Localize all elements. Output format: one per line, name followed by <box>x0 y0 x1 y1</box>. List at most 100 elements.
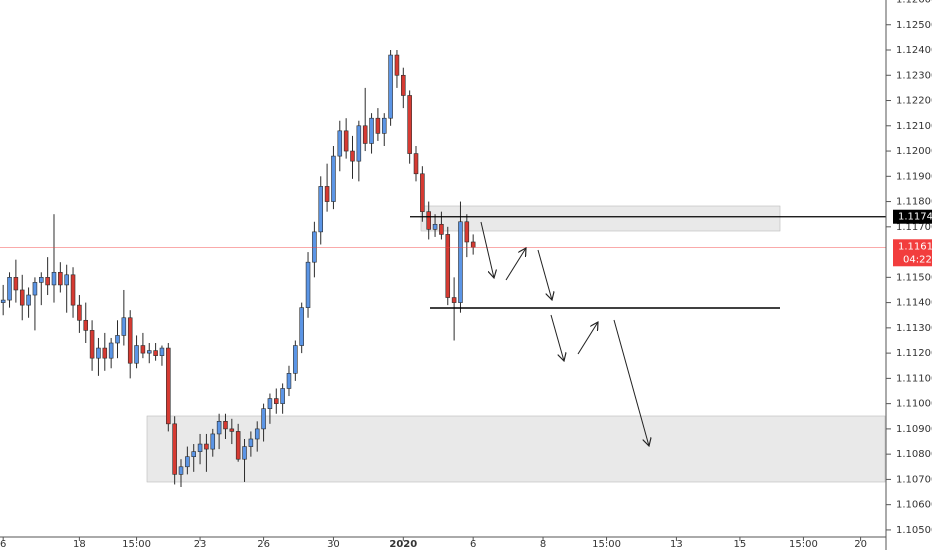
candle-body <box>356 125 362 162</box>
y-tick-label: 1.10500 <box>896 525 932 536</box>
candle-body <box>458 221 463 303</box>
x-tick-label: 26 <box>257 539 270 550</box>
candle-body <box>134 345 139 364</box>
candle-body <box>13 277 19 291</box>
candle-body <box>108 342 114 359</box>
last-price-label: 1.11619 <box>898 241 932 252</box>
x-tick-label: 30 <box>327 539 340 550</box>
candle-body <box>77 304 82 321</box>
candle-body <box>210 433 216 450</box>
x-tick-label: 13 <box>670 539 683 550</box>
candle-body <box>96 347 101 359</box>
x-tick-label: 15:00 <box>789 539 818 550</box>
candle-body <box>102 347 108 359</box>
y-tick-label: 1.10600 <box>896 500 932 511</box>
candle-body <box>451 297 457 303</box>
y-tick-label: 1.12000 <box>896 146 932 157</box>
candle-body <box>153 350 158 356</box>
x-tick-label: 2020 <box>389 539 417 550</box>
demand-zone <box>146 415 886 483</box>
y-tick-label: 1.11700 <box>896 222 932 233</box>
candle-body <box>146 350 152 354</box>
candle-body <box>127 317 133 364</box>
y-tick-label: 1.10800 <box>896 449 932 460</box>
arrow <box>480 221 494 278</box>
candle-body <box>70 274 76 306</box>
plot-area <box>0 50 886 487</box>
candle-body <box>39 277 44 283</box>
candle-body <box>369 117 374 144</box>
candle-body <box>286 373 292 389</box>
candle-body <box>362 125 368 144</box>
candle-body <box>235 431 241 460</box>
x-tick-label: 18 <box>73 539 86 550</box>
candle-body <box>254 428 260 440</box>
line-price-label: 1.11740 <box>898 212 932 223</box>
y-tick-label: 1.10700 <box>896 474 932 485</box>
arrow <box>613 319 649 446</box>
candle-body <box>83 319 89 331</box>
x-tick-label: 6 <box>0 539 6 550</box>
arrow <box>550 314 564 361</box>
candle-body <box>343 130 349 152</box>
y-tick-label: 1.12200 <box>896 96 932 107</box>
drawings <box>146 205 886 483</box>
x-tick-label: 6 <box>470 539 476 550</box>
candle-body <box>274 398 279 404</box>
candle-body <box>420 173 425 212</box>
candle-body <box>229 428 235 432</box>
arrows <box>430 221 780 446</box>
x-tick-label: 20 <box>854 539 867 550</box>
x-tick-label: 8 <box>540 539 546 550</box>
candle-body <box>394 54 400 76</box>
candle-body <box>305 261 311 308</box>
line-price-tag <box>893 209 932 224</box>
candle-body <box>242 446 247 460</box>
candle-body <box>172 423 177 475</box>
time-axis <box>0 537 886 550</box>
y-tick-label: 1.12400 <box>896 45 932 56</box>
candle-body <box>26 294 31 306</box>
y-tick-label: 1.11000 <box>896 399 932 410</box>
candle-body <box>45 277 50 286</box>
price-axis <box>886 0 932 550</box>
candle-body <box>185 456 190 468</box>
countdown-label: 04:22 <box>903 254 932 265</box>
candle-body <box>32 282 38 296</box>
candle-body <box>413 153 419 175</box>
x-tick-label: 15:00 <box>592 539 621 550</box>
candle-body <box>426 211 431 230</box>
y-tick-label: 1.11300 <box>896 323 932 334</box>
candle-body <box>140 345 146 354</box>
y-tick-label: 1.10900 <box>896 424 932 435</box>
y-tick-label: 1.12600 <box>896 0 932 5</box>
candle-body <box>64 274 69 286</box>
candle-body <box>432 223 438 230</box>
candle-body <box>337 130 343 157</box>
candle-body <box>7 277 12 301</box>
y-tick-label: 1.11800 <box>896 197 932 208</box>
candle-body <box>331 155 336 202</box>
arrow <box>577 322 598 355</box>
y-tick-label: 1.11200 <box>896 348 932 359</box>
x-tick-label: 23 <box>194 539 207 550</box>
candle-body <box>299 307 304 346</box>
candle-body <box>324 186 330 202</box>
candle-body <box>261 408 266 430</box>
supply-zone <box>420 205 781 232</box>
candle-body <box>115 335 120 344</box>
candle-body <box>439 223 444 235</box>
y-tick-label: 1.11900 <box>896 171 932 182</box>
candle-body <box>58 271 63 286</box>
candle-body <box>121 317 127 336</box>
candle-body <box>388 54 393 119</box>
candle-body <box>401 74 406 96</box>
candle-body <box>216 421 222 435</box>
candle-body <box>166 347 171 425</box>
arrow <box>505 248 526 281</box>
candle-body <box>464 221 470 243</box>
candle-body <box>407 95 412 154</box>
y-tick-label: 1.11500 <box>896 272 932 283</box>
y-tick-label: 1.12500 <box>896 20 932 31</box>
